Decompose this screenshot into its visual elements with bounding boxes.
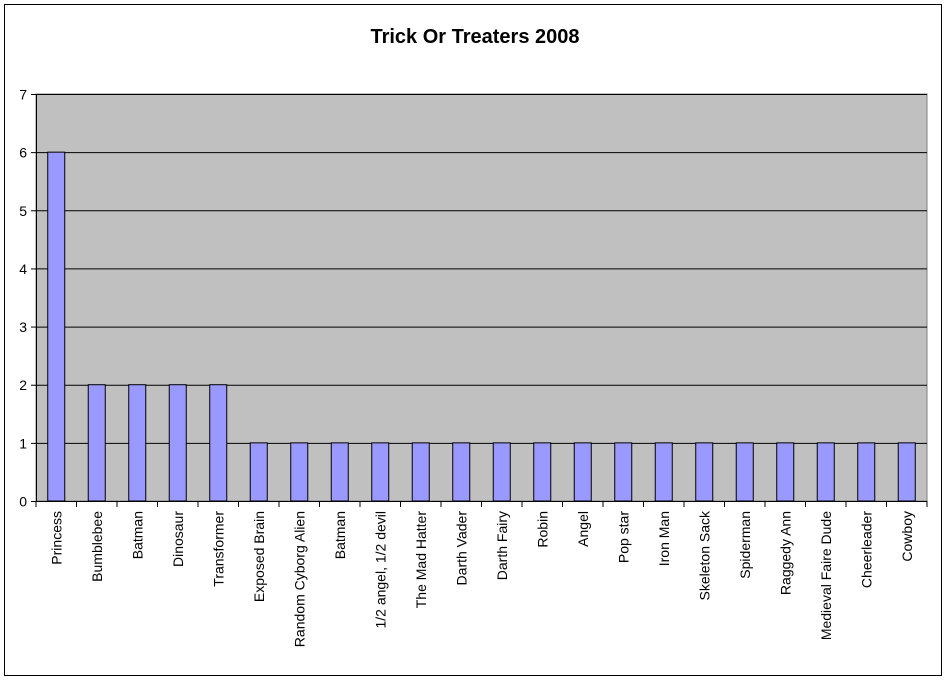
- bar: [330, 442, 349, 502]
- x-category-label: The Mad Hatter: [413, 511, 429, 609]
- x-category-label: Medieval Faire Dude: [818, 511, 834, 640]
- bar: [695, 442, 714, 502]
- bar: [47, 151, 66, 502]
- x-category-label: Batman: [129, 511, 145, 559]
- y-tick-label: 1: [19, 435, 27, 451]
- bar: [209, 384, 228, 502]
- bar: [816, 442, 835, 502]
- bar: [735, 442, 754, 502]
- y-tick-label: 6: [19, 145, 27, 161]
- y-tick-label: 7: [19, 87, 27, 103]
- bar: [168, 384, 187, 502]
- x-category-label: Spiderman: [737, 511, 753, 579]
- bar: [614, 442, 633, 502]
- x-category-label: Skeleton Sack: [696, 510, 712, 600]
- x-category-label: Bumblebee: [89, 511, 105, 582]
- y-tick-label: 4: [19, 261, 27, 277]
- bar: [573, 442, 592, 502]
- x-category-label: 1/2 angel, 1/2 devil: [372, 511, 388, 629]
- x-category-label: Cheerleader: [858, 511, 874, 588]
- x-category-label: Iron Man: [656, 511, 672, 566]
- bar: [857, 442, 876, 502]
- bar: [128, 384, 147, 502]
- y-tick-label: 2: [19, 377, 27, 393]
- bar: [371, 442, 390, 502]
- bar: [654, 442, 673, 502]
- x-category-label: Random Cyborg Alien: [291, 511, 307, 647]
- x-category-label: Darth Fairy: [494, 511, 510, 580]
- bar: [87, 384, 106, 502]
- y-tick-label: 3: [19, 319, 27, 335]
- x-category-label: Raggedy Ann: [777, 511, 793, 595]
- x-category-label: Pop star: [615, 511, 631, 563]
- y-tick-label: 5: [19, 203, 27, 219]
- x-category-label: Cowboy: [899, 511, 915, 562]
- x-category-label: Dinosaur: [170, 511, 186, 567]
- x-category-label: Darth Vader: [453, 511, 469, 586]
- bar: [492, 442, 511, 502]
- chart-title: Trick Or Treaters 2008: [370, 26, 580, 48]
- x-category-label: Batman: [332, 511, 348, 559]
- bar: [776, 442, 795, 502]
- bar: [249, 442, 268, 502]
- bar: [290, 442, 309, 502]
- bar: [533, 442, 552, 502]
- x-category-label: Exposed Brain: [251, 511, 267, 602]
- x-category-label: Transformer: [210, 511, 226, 587]
- x-category-label: Angel: [575, 511, 591, 547]
- bar: [411, 442, 430, 502]
- bar: [897, 442, 916, 502]
- x-category-label: Princess: [48, 511, 64, 565]
- x-category-label: Robin: [534, 511, 550, 548]
- y-tick-label: 0: [19, 494, 27, 510]
- bar: [452, 442, 471, 502]
